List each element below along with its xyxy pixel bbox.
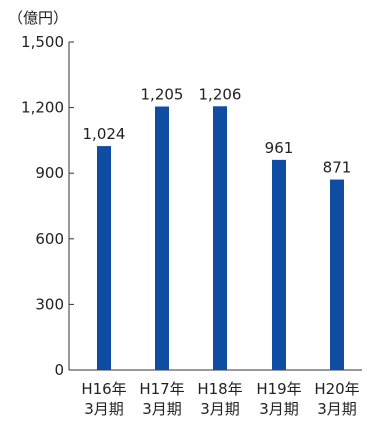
bar <box>97 146 111 370</box>
x-tick-label: 3月期 <box>200 400 240 418</box>
x-tick-label: 3月期 <box>84 400 124 418</box>
y-tick-label: 1,500 <box>21 33 64 51</box>
bar <box>213 106 227 371</box>
data-labels: 1,024 1,205 1,206 961 871 <box>83 85 352 176</box>
y-axis-ticks: 0 300 600 900 1,200 1,500 <box>21 33 74 379</box>
x-axis-labels: H16年 3月期 H17年 3月期 H18年 3月期 H19年 3月期 H20年 3月期 <box>81 380 359 418</box>
x-tick-label: 3月期 <box>317 400 357 418</box>
x-tick-label: 3月期 <box>259 400 299 418</box>
bar-value-label: 1,206 <box>199 85 242 103</box>
y-tick-label: 1,200 <box>21 99 64 117</box>
x-tick-label: H16年 <box>81 380 126 398</box>
y-axis-unit-label: （億円） <box>8 9 68 27</box>
bars <box>97 106 344 371</box>
x-tick-label: 3月期 <box>142 400 182 418</box>
bar <box>330 179 344 370</box>
x-tick-label: H18年 <box>197 380 242 398</box>
bar-value-label: 871 <box>323 159 352 177</box>
bar-value-label: 1,024 <box>83 125 126 143</box>
bar-value-label: 961 <box>265 139 294 157</box>
bar-value-label: 1,205 <box>141 86 184 104</box>
x-tick-label: H17年 <box>139 380 184 398</box>
y-tick-label: 0 <box>54 361 64 379</box>
bar <box>272 159 286 370</box>
x-tick-label: H19年 <box>256 380 301 398</box>
y-tick-label: 300 <box>35 295 64 313</box>
y-tick-label: 900 <box>35 164 64 182</box>
bar <box>155 106 169 371</box>
x-tick-label: H20年 <box>314 380 359 398</box>
y-tick-label: 600 <box>35 230 64 248</box>
